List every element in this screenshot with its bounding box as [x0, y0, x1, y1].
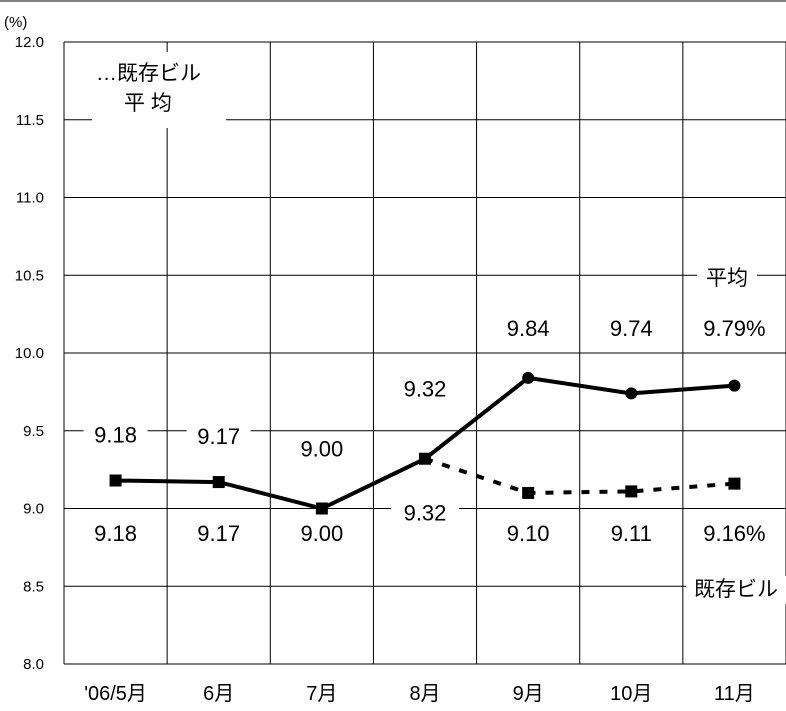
label-background	[289, 436, 354, 463]
existing-data-label: 9.16%	[703, 521, 765, 546]
existing-data-label: 9.17	[197, 521, 240, 546]
x-tick-label: 8月	[409, 683, 440, 705]
series-existing-line	[424, 456, 735, 495]
existing-data-label: 9.11	[611, 521, 652, 546]
series-existing-marker	[625, 485, 638, 498]
y-tick-label: 8.0	[23, 656, 44, 673]
average-data-label: 9.00	[300, 437, 343, 462]
x-tick-label: 11月	[714, 683, 755, 705]
series-average-marker	[522, 371, 535, 384]
y-tick-label: 10.0	[15, 345, 44, 362]
existing-data-label: 9.10	[507, 521, 550, 546]
y-tick-label: 9.0	[23, 501, 44, 518]
legend-note-line-2: 平 均	[124, 92, 172, 115]
series-existing-marker	[522, 486, 535, 499]
label-background	[391, 498, 459, 527]
label-background	[92, 52, 226, 128]
existing-data-label: 9.32	[404, 501, 447, 526]
y-tick-label: 8.5	[23, 578, 44, 595]
y-tick-label: 11.0	[16, 190, 44, 207]
x-tick-label: 10月	[610, 683, 652, 705]
legend-note-line-1: …既存ビル	[96, 62, 201, 85]
label-background	[697, 266, 757, 292]
series-existing-marker	[728, 477, 741, 490]
data-labels: 9.18 9.17 9.00 9.32 9.84 9.74 9.79% 9.18 9.17 9.0…	[94, 267, 778, 601]
y-tick-label: 11.5	[16, 112, 44, 129]
label-background	[83, 422, 148, 449]
average-data-label: 9.17	[197, 424, 240, 449]
y-tick-label: 10.5	[15, 267, 44, 284]
x-tick-label: 6月	[203, 683, 234, 705]
average-data-label: 9.18	[94, 423, 137, 448]
series-existing	[109, 452, 741, 515]
y-tick-label: 12.0	[15, 34, 44, 51]
series-average-marker	[728, 379, 741, 392]
average-data-label: 9.79%	[703, 316, 765, 341]
average-data-label: 9.74	[610, 316, 653, 341]
y-tick-label: 9.5	[23, 423, 44, 440]
label-background	[186, 424, 251, 451]
series-average	[115, 371, 741, 511]
x-tick-label: 9月	[513, 683, 544, 705]
y-axis-ticks: 12.0 11.5 11.0 10.5 10.0 9.5 9.0 8.5 8.0	[15, 34, 44, 673]
series-average-marker	[625, 387, 638, 400]
average-data-label: 9.32	[404, 377, 447, 402]
label-background	[686, 576, 786, 604]
y-axis-unit: (%)	[4, 14, 27, 31]
average-data-label: 9.84	[507, 316, 550, 341]
existing-data-label: 9.18	[94, 521, 137, 546]
series-label-existing: 既存ビル	[694, 578, 778, 601]
x-tick-label: 7月	[306, 683, 337, 705]
series	[109, 371, 741, 515]
x-axis-labels: '06/5月 6月 7月 8月 9月 10月 11月	[84, 683, 755, 705]
label-backgrounds	[83, 52, 786, 604]
existing-data-label: 9.00	[300, 521, 343, 546]
grid	[0, 0, 786, 665]
legend-note: …既存ビル 平 均	[96, 62, 201, 115]
series-label-average: 平均	[706, 267, 748, 290]
x-tick-label: '06/5月	[84, 683, 147, 705]
